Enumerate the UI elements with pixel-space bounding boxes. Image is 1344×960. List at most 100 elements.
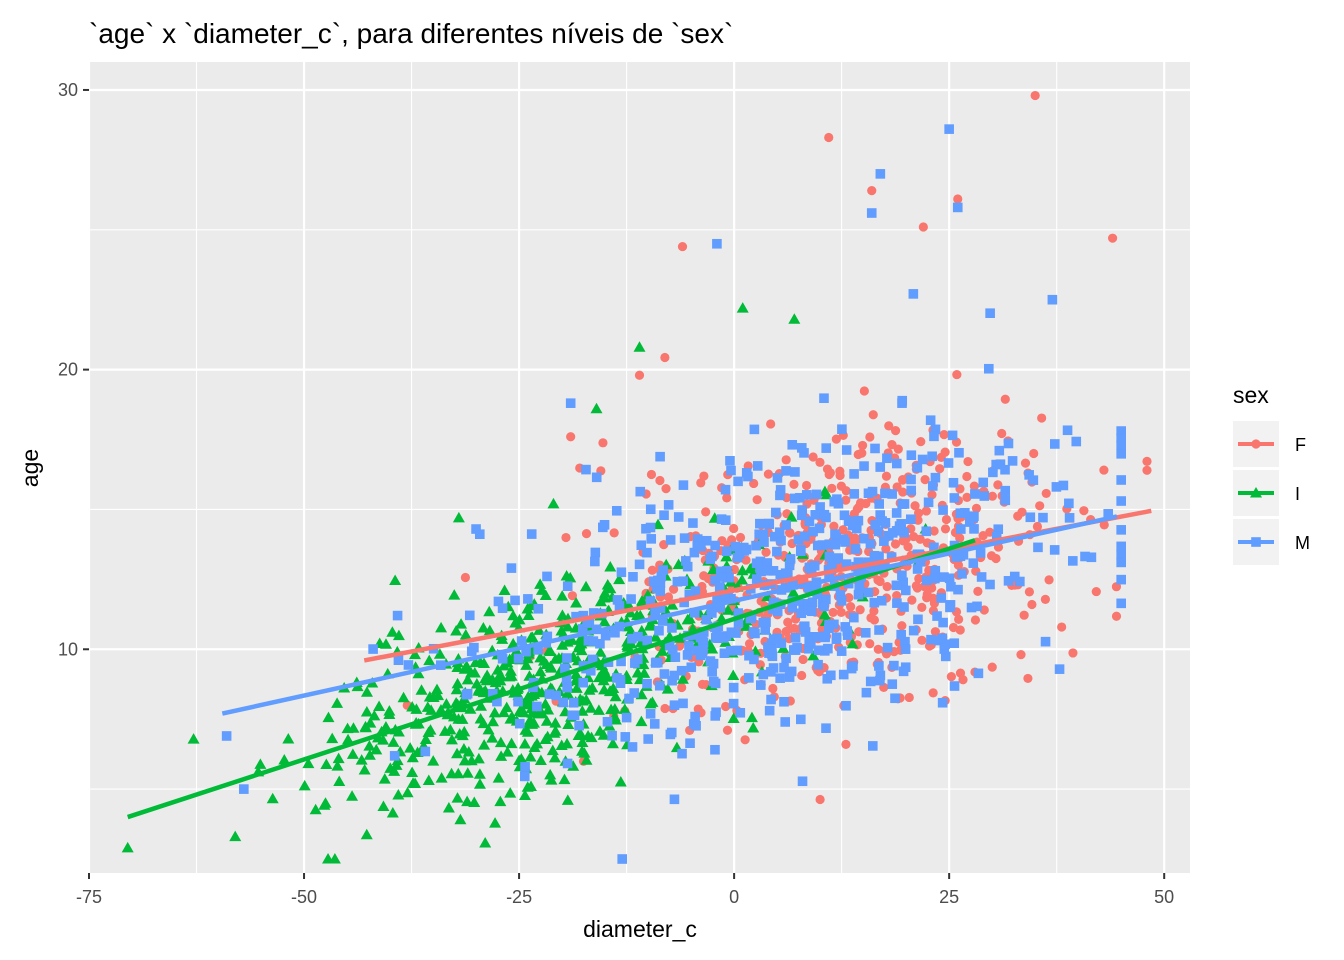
point-m bbox=[945, 602, 955, 613]
legend-label: M bbox=[1295, 533, 1310, 553]
point-m bbox=[873, 526, 884, 537]
point-i bbox=[633, 341, 646, 352]
point-i bbox=[491, 664, 504, 675]
point-i bbox=[540, 715, 553, 726]
point-i bbox=[656, 645, 669, 656]
point-f bbox=[1013, 511, 1023, 521]
point-m bbox=[917, 454, 928, 465]
point-f bbox=[721, 701, 731, 712]
point-f bbox=[866, 613, 876, 623]
point-m bbox=[708, 658, 719, 669]
point-m bbox=[1051, 482, 1062, 492]
point-i bbox=[457, 742, 470, 754]
point-m bbox=[562, 682, 572, 693]
point-i bbox=[562, 689, 575, 700]
point-m bbox=[991, 459, 1001, 470]
point-m bbox=[813, 659, 823, 670]
point-m bbox=[949, 638, 960, 649]
point-m bbox=[836, 646, 847, 656]
point-i bbox=[388, 765, 401, 776]
point-m bbox=[887, 489, 897, 499]
point-m bbox=[636, 540, 647, 551]
point-f bbox=[677, 682, 687, 693]
point-m bbox=[578, 610, 589, 621]
point-m bbox=[719, 648, 730, 659]
point-i bbox=[422, 774, 435, 785]
point-i bbox=[341, 722, 354, 734]
point-m bbox=[957, 568, 967, 579]
point-m bbox=[863, 587, 874, 598]
point-m bbox=[766, 694, 776, 705]
point-i bbox=[489, 817, 502, 828]
point-m bbox=[952, 202, 963, 213]
point-m bbox=[732, 645, 743, 656]
point-f bbox=[660, 352, 670, 363]
point-m bbox=[620, 732, 631, 742]
point-i bbox=[576, 745, 589, 756]
point-i bbox=[594, 595, 607, 607]
point-i bbox=[496, 633, 509, 644]
point-i bbox=[584, 702, 597, 713]
point-f bbox=[460, 572, 471, 583]
point-i bbox=[564, 571, 577, 583]
point-f bbox=[1091, 586, 1101, 597]
point-m bbox=[1024, 470, 1034, 480]
point-m bbox=[645, 522, 656, 533]
point-f bbox=[987, 491, 998, 501]
point-m bbox=[678, 698, 688, 709]
point-f bbox=[884, 421, 894, 431]
point-m bbox=[471, 524, 481, 534]
point-m bbox=[690, 586, 701, 596]
point-m bbox=[781, 653, 791, 664]
point-i bbox=[727, 669, 740, 680]
point-m bbox=[642, 635, 653, 646]
legend-label: I bbox=[1295, 484, 1300, 504]
point-f bbox=[861, 498, 871, 509]
point-f bbox=[953, 194, 963, 204]
point-m bbox=[851, 523, 862, 534]
point-i bbox=[445, 733, 458, 745]
point-i bbox=[452, 511, 465, 523]
data-points bbox=[121, 90, 1152, 864]
point-i bbox=[479, 837, 492, 848]
point-m bbox=[865, 676, 876, 687]
point-f bbox=[927, 583, 937, 593]
point-f bbox=[1111, 611, 1122, 621]
point-m bbox=[722, 565, 732, 576]
point-m bbox=[846, 663, 857, 674]
point-m bbox=[599, 519, 610, 530]
point-m bbox=[1033, 542, 1043, 553]
point-m bbox=[667, 675, 677, 686]
point-i bbox=[534, 754, 547, 766]
point-f bbox=[958, 675, 968, 685]
point-m bbox=[743, 471, 753, 482]
point-m bbox=[645, 709, 656, 719]
point-i bbox=[720, 550, 733, 562]
point-m bbox=[533, 644, 543, 655]
point-f bbox=[881, 544, 891, 554]
point-m bbox=[898, 666, 909, 677]
point-f bbox=[859, 386, 869, 396]
point-m bbox=[558, 697, 568, 708]
point-m bbox=[689, 607, 700, 618]
point-m bbox=[745, 613, 756, 624]
point-m bbox=[617, 854, 627, 864]
point-f bbox=[954, 614, 964, 624]
point-m bbox=[1003, 438, 1014, 449]
point-m bbox=[710, 711, 721, 721]
point-m bbox=[679, 533, 690, 543]
point-i bbox=[541, 730, 554, 742]
point-m bbox=[759, 537, 769, 547]
point-m bbox=[562, 758, 573, 769]
point-f bbox=[969, 481, 979, 491]
point-m bbox=[615, 678, 626, 688]
point-f bbox=[677, 241, 688, 252]
point-i bbox=[498, 584, 511, 596]
point-i bbox=[465, 666, 478, 678]
point-f bbox=[909, 531, 919, 542]
point-i bbox=[319, 797, 332, 808]
point-i bbox=[562, 718, 575, 729]
point-m bbox=[796, 510, 807, 521]
point-m bbox=[590, 556, 600, 567]
point-f bbox=[857, 440, 868, 451]
